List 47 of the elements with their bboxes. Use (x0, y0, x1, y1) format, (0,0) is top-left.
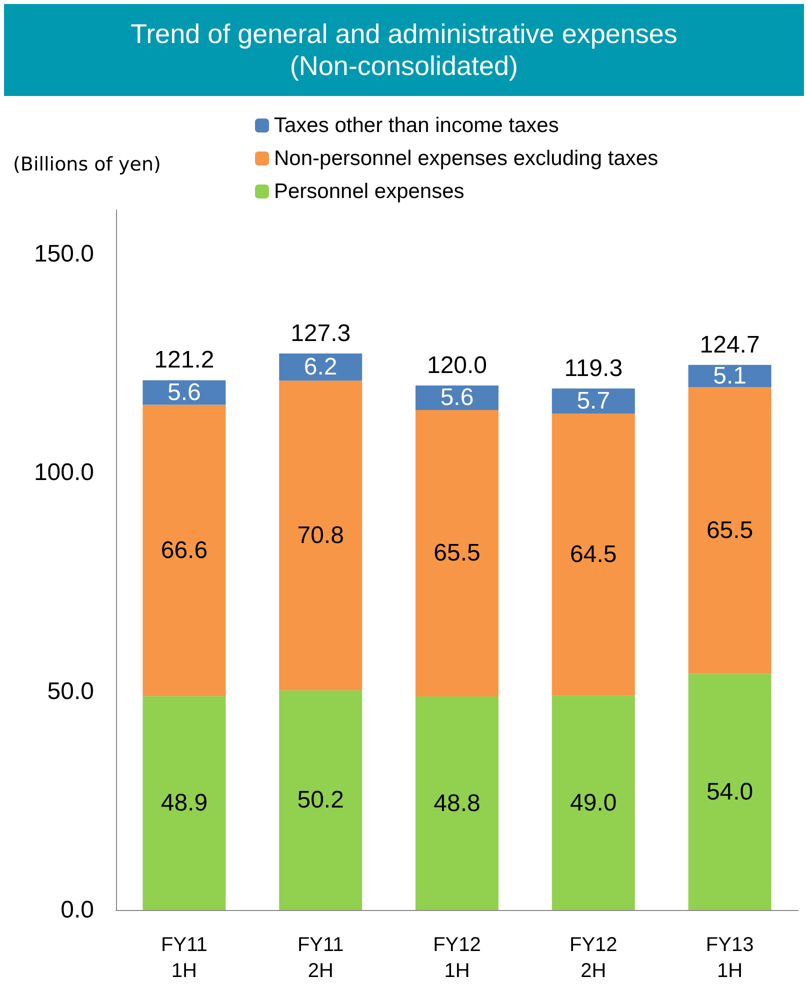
total-label: 119.3 (564, 355, 623, 382)
data-label: 65.5 (434, 540, 480, 567)
x-tick-label: FY12 2H (569, 934, 618, 982)
total-label: 127.3 (290, 320, 351, 347)
y-tick-label: 100.0 (34, 459, 94, 486)
y-tick-label: 0.0 (60, 896, 94, 924)
x-tick-label: FY13 1H (706, 934, 754, 982)
data-label: 48.8 (434, 790, 480, 817)
bar (552, 696, 635, 910)
data-label: 70.8 (297, 522, 344, 549)
legend-label: Taxes other than income taxes (274, 114, 559, 137)
y-tick-label: 150.0 (34, 240, 94, 268)
data-label: 49.0 (570, 789, 617, 816)
bar (142, 404, 226, 696)
legend-label: Personnel expenses (274, 180, 464, 203)
data-label: 54.0 (706, 778, 754, 806)
bar (416, 696, 498, 910)
data-label: 48.9 (160, 790, 208, 817)
data-label: 65.5 (706, 516, 754, 544)
bar (142, 696, 226, 910)
bar (142, 380, 226, 405)
bar (416, 410, 498, 696)
data-label: 5.1 (713, 362, 746, 390)
y-axis-title: (Billions of yen) (13, 154, 161, 176)
total-label: 124.7 (700, 331, 760, 358)
data-label: 66.6 (160, 536, 208, 564)
legend-label: Non-personnel expenses excluding taxes (274, 147, 658, 170)
bar (688, 387, 772, 674)
bar (279, 354, 362, 381)
bar (279, 690, 362, 910)
data-label: 5.6 (440, 384, 474, 412)
x-tick-label: FY11 2H (297, 934, 344, 982)
data-label: 5.7 (576, 387, 610, 414)
bar (688, 674, 772, 910)
y-tick-label: 50.0 (47, 678, 94, 705)
x-tick-label: FY12 1H (433, 934, 481, 982)
bar (279, 380, 362, 690)
total-label: 120.0 (426, 352, 488, 379)
data-label: 64.5 (570, 541, 617, 568)
data-label: 5.6 (168, 378, 201, 406)
chart-title: Trend of general and administrative expenses (Non-consolidated) (4, 4, 804, 96)
total-label: 121.2 (154, 346, 214, 374)
data-label: 6.2 (304, 354, 338, 381)
x-tick-label: FY11 1H (161, 934, 208, 982)
bar (552, 413, 635, 696)
data-label: 50.2 (297, 786, 344, 814)
bar (552, 388, 635, 414)
